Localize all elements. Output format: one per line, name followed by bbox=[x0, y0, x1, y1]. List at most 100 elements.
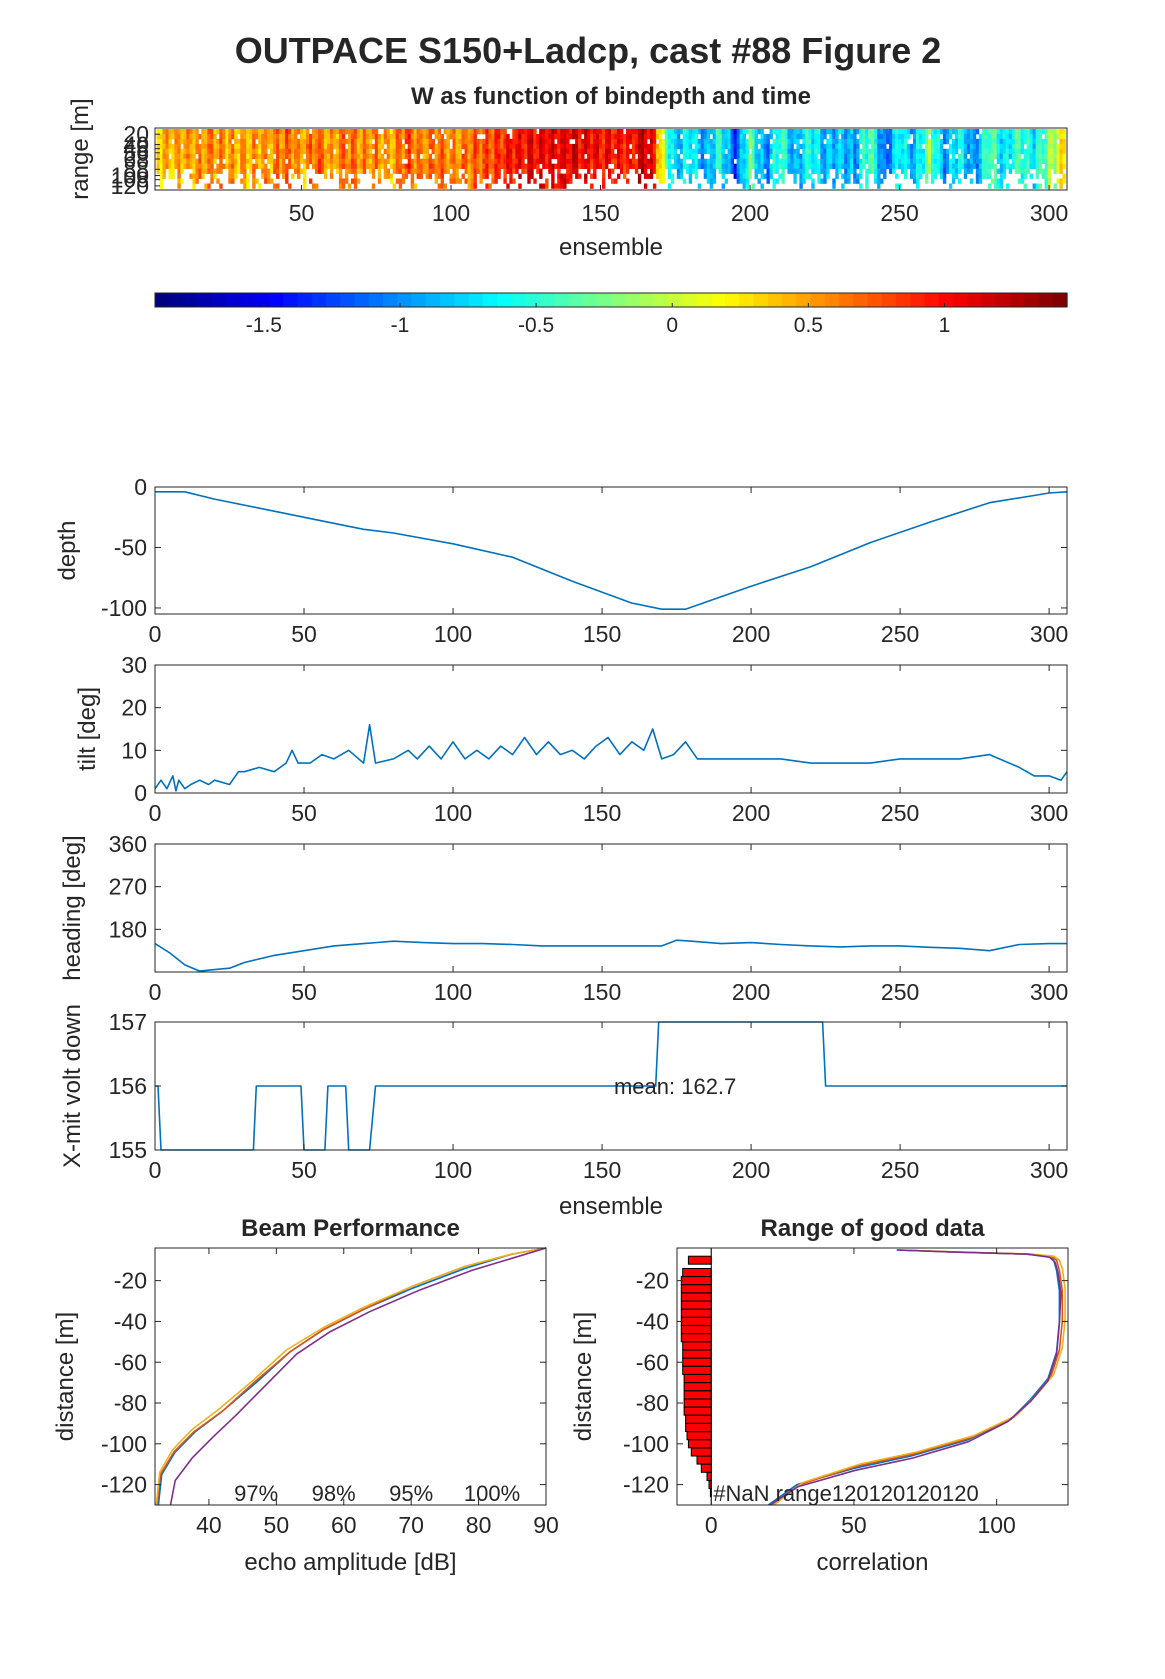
w-cell bbox=[790, 138, 794, 145]
w-cell bbox=[760, 158, 764, 164]
w-cell bbox=[853, 138, 857, 145]
w-cell bbox=[1035, 134, 1039, 140]
w-cell bbox=[993, 168, 998, 174]
w-cell bbox=[527, 138, 531, 145]
w-cell bbox=[165, 153, 169, 160]
w-cell bbox=[966, 134, 971, 140]
w-cell bbox=[476, 158, 480, 164]
w-cell bbox=[721, 158, 725, 164]
w-cell bbox=[347, 163, 352, 169]
w-cell bbox=[512, 148, 516, 155]
w-cell bbox=[975, 153, 980, 160]
w-cell bbox=[859, 183, 863, 189]
w-cell bbox=[802, 178, 806, 184]
w-cell bbox=[954, 148, 959, 155]
beam-percent-label: 97% bbox=[234, 1481, 278, 1506]
w-cell bbox=[572, 168, 576, 174]
w-cell bbox=[631, 138, 636, 145]
w-cell bbox=[566, 178, 570, 184]
w-cell bbox=[969, 163, 974, 169]
w-cell bbox=[742, 153, 746, 160]
w-cell bbox=[1029, 148, 1033, 155]
w-cell bbox=[975, 148, 980, 155]
w-cell bbox=[542, 143, 546, 150]
beam-panel-frame bbox=[154, 1247, 547, 1506]
w-cell bbox=[999, 163, 1004, 169]
w-cell bbox=[664, 138, 669, 145]
y-tick-label: -100 bbox=[101, 595, 147, 621]
w-cell bbox=[1047, 129, 1051, 135]
w-cell bbox=[763, 148, 767, 155]
w-cell bbox=[377, 153, 382, 160]
x-tick-label: 40 bbox=[196, 1512, 222, 1538]
w-cell bbox=[724, 129, 728, 135]
w-cell bbox=[984, 158, 989, 164]
range-bar bbox=[682, 1365, 712, 1375]
w-cell bbox=[733, 148, 737, 155]
w-cell bbox=[306, 163, 310, 169]
w-cell bbox=[285, 168, 289, 174]
w-cell bbox=[922, 168, 926, 174]
w-cell bbox=[569, 163, 573, 169]
w-cell bbox=[425, 134, 429, 140]
w-cell bbox=[300, 129, 304, 135]
w-cell bbox=[617, 158, 621, 164]
range-bar bbox=[683, 1398, 712, 1408]
w-cell bbox=[790, 153, 794, 160]
w-cell bbox=[972, 138, 977, 145]
w-cell bbox=[335, 138, 340, 145]
w-cell bbox=[838, 168, 842, 174]
w-cell bbox=[542, 138, 546, 145]
w-cell bbox=[225, 138, 229, 145]
w-cell bbox=[617, 138, 621, 145]
x-tick-label: 0 bbox=[149, 1157, 162, 1183]
w-cell bbox=[1059, 178, 1063, 184]
w-cell bbox=[500, 148, 504, 155]
w-cell bbox=[300, 138, 304, 145]
w-cell bbox=[948, 163, 953, 169]
w-cell bbox=[778, 158, 782, 164]
w-cell bbox=[835, 168, 839, 174]
w-cell bbox=[315, 183, 319, 189]
w-cell bbox=[945, 158, 950, 164]
w-cell bbox=[362, 143, 367, 150]
w-cell bbox=[1023, 183, 1027, 189]
w-cell bbox=[817, 134, 821, 140]
w-cell bbox=[1059, 134, 1063, 140]
x-tick-label: 200 bbox=[731, 200, 769, 226]
w-cell bbox=[476, 129, 480, 135]
w-cell bbox=[679, 143, 684, 150]
w-cell bbox=[255, 143, 259, 150]
y-tick-label: 88 bbox=[123, 156, 149, 182]
w-cell bbox=[715, 158, 720, 164]
w-cell bbox=[1050, 148, 1054, 155]
w-cell bbox=[174, 129, 178, 135]
w-cell bbox=[889, 168, 893, 174]
colorbar-segment bbox=[739, 293, 755, 307]
w-cell bbox=[210, 153, 214, 160]
w-cell bbox=[377, 158, 382, 164]
w-cell bbox=[596, 138, 600, 145]
w-cell bbox=[323, 163, 328, 169]
w-cell bbox=[159, 153, 163, 160]
w-cell bbox=[886, 163, 890, 169]
w-cell bbox=[228, 143, 232, 150]
w-cell bbox=[371, 173, 376, 179]
w-cell bbox=[189, 153, 193, 160]
w-cell bbox=[1020, 163, 1025, 169]
w-cell bbox=[856, 163, 860, 169]
w-cell bbox=[883, 148, 887, 155]
w-cell bbox=[488, 163, 492, 169]
w-cell bbox=[733, 153, 737, 160]
w-cell bbox=[347, 168, 352, 174]
w-cell bbox=[326, 153, 331, 160]
w-cell bbox=[832, 178, 836, 184]
w-cell bbox=[530, 134, 534, 140]
w-cell bbox=[243, 158, 247, 164]
w-cell bbox=[990, 143, 995, 150]
w-cell bbox=[392, 168, 397, 174]
w-cell bbox=[814, 158, 818, 164]
colorbar-frame bbox=[154, 292, 1068, 308]
w-cell bbox=[1062, 143, 1066, 150]
w-cell bbox=[769, 168, 773, 174]
